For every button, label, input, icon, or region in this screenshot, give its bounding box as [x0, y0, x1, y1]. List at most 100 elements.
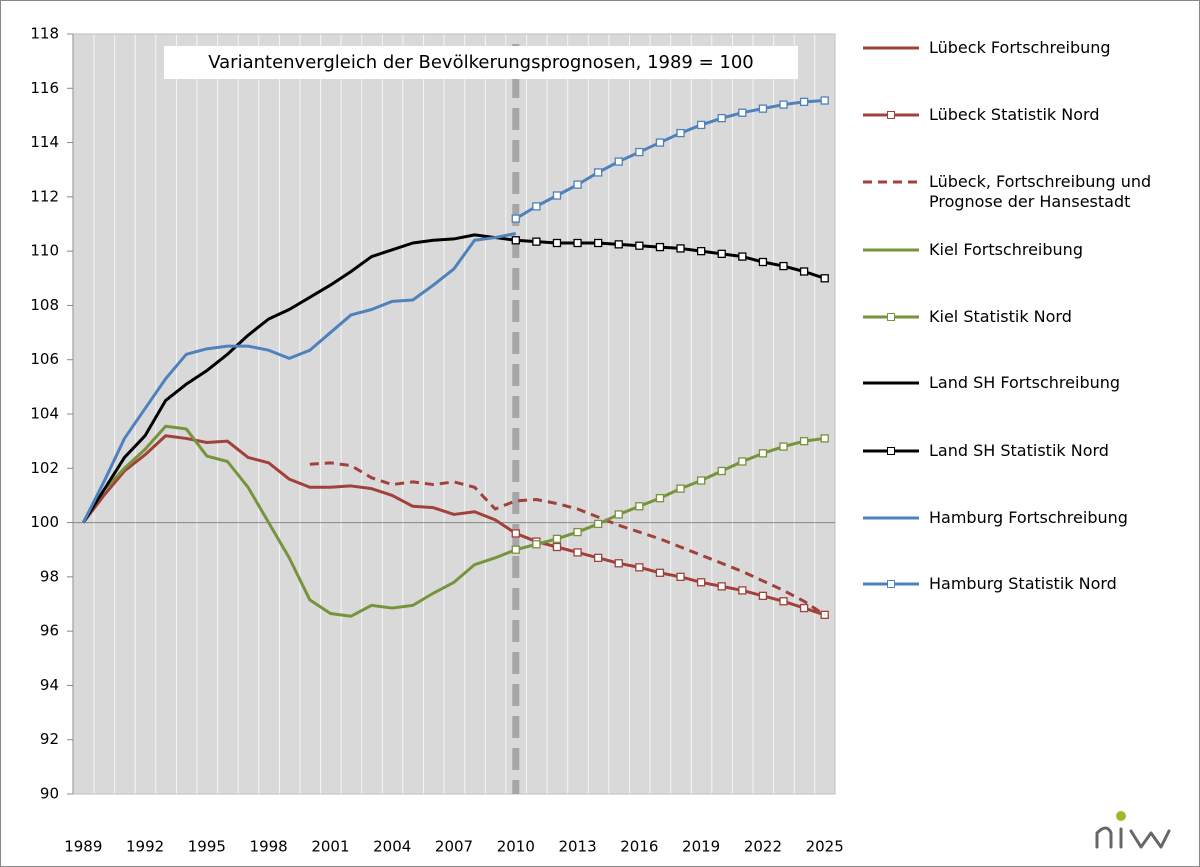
y-tick-label: 112 [30, 187, 59, 205]
y-tick-label: 108 [30, 296, 59, 314]
x-tick-label: 2007 [435, 838, 473, 856]
legend-swatch [863, 381, 919, 385]
marker [758, 591, 768, 601]
marker [573, 527, 582, 537]
legend-swatch [863, 313, 919, 321]
marker [511, 214, 520, 223]
marker [779, 100, 788, 109]
series-line [82, 233, 516, 524]
marker [594, 519, 603, 529]
y-tick-label: 104 [30, 405, 59, 423]
series-line [515, 436, 825, 552]
marker [779, 261, 788, 271]
marker [799, 97, 809, 107]
legend-label: Land SH Statistik Nord [929, 441, 1109, 460]
x-tick-label: 2001 [311, 838, 349, 856]
legend-entry: Lübeck Fortschreibung [859, 38, 1159, 58]
y-tick-label: 96 [40, 622, 59, 640]
y-tick-label: 118 [30, 25, 59, 43]
series-line [81, 232, 517, 524]
legend-swatch [863, 580, 919, 588]
marker [532, 237, 541, 246]
x-tick-label: 2019 [682, 838, 720, 856]
legend-entry: Kiel Statistik Nord [859, 307, 1159, 327]
y-tick-label: 110 [30, 242, 59, 260]
marker [635, 241, 644, 250]
legend-label: Lübeck Fortschreibung [929, 38, 1111, 57]
marker [676, 484, 685, 493]
legend-swatch [863, 180, 919, 184]
marker [696, 246, 706, 256]
marker [614, 559, 623, 568]
x-tick-label: 2010 [497, 838, 535, 856]
y-tick-label: 102 [30, 459, 59, 477]
marker [655, 493, 665, 503]
series-line [515, 532, 826, 617]
marker [779, 597, 788, 606]
title-box [164, 46, 798, 79]
legend-swatch [863, 516, 919, 520]
legend-entry: Land SH Fortschreibung [859, 373, 1159, 393]
marker [614, 157, 623, 166]
legend-label: Hamburg Fortschreibung [929, 508, 1128, 527]
x-tick-label: 2025 [806, 838, 844, 856]
marker [552, 534, 562, 544]
x-tick-label: 1989 [64, 838, 102, 856]
legend-marker [887, 447, 895, 455]
x-tick-label: 1998 [250, 838, 288, 856]
marker [676, 572, 685, 582]
marker [717, 249, 726, 259]
marker [511, 236, 520, 245]
marker [738, 586, 747, 595]
y-tick-label: 90 [40, 785, 59, 803]
y-tick-label: 94 [40, 676, 59, 694]
legend-swatch [863, 447, 919, 455]
chart-title: Variantenvergleich der Bevölkerungsprogn… [208, 52, 754, 73]
legend-entry: Kiel Fortschreibung [859, 240, 1159, 260]
legend-entry: Hamburg Statistik Nord [859, 574, 1159, 594]
marker [511, 545, 520, 554]
marker [676, 244, 685, 253]
series-line [309, 461, 826, 617]
marker [717, 466, 726, 476]
marker [532, 202, 541, 211]
series-line [515, 99, 825, 220]
legend-label: Hamburg Statistik Nord [929, 574, 1117, 593]
marker [820, 96, 829, 105]
marker [738, 108, 747, 117]
legend-swatch [863, 46, 919, 50]
marker [717, 113, 726, 123]
legend-entry: Land SH Statistik Nord [859, 441, 1159, 461]
x-tick-label: 2013 [558, 838, 596, 856]
legend-label: Land SH Fortschreibung [929, 373, 1121, 392]
marker [799, 436, 809, 446]
logo [1095, 811, 1171, 849]
marker [676, 128, 685, 138]
marker [614, 510, 623, 519]
marker [552, 191, 562, 200]
marker [696, 120, 706, 130]
marker [594, 553, 603, 563]
x-tick-label: 2004 [373, 838, 411, 856]
marker [635, 563, 644, 572]
marker [758, 449, 768, 458]
y-tick-label: 114 [30, 133, 59, 151]
legend-swatch [863, 248, 919, 252]
x-tick-label: 2022 [744, 838, 782, 856]
y-tick-label: 106 [30, 350, 59, 368]
plot-area [72, 33, 836, 795]
marker [573, 238, 582, 248]
marker [655, 138, 665, 147]
legend-label: Kiel Fortschreibung [929, 240, 1083, 259]
marker [820, 434, 829, 443]
legend-entry: Lübeck Statistik Nord [859, 105, 1159, 125]
marker [779, 442, 788, 451]
x-tick-label: 1995 [188, 838, 226, 856]
series-line [82, 434, 517, 535]
marker [799, 603, 809, 613]
marker [820, 274, 829, 283]
legend-label: Lübeck, Fortschreibung und Prognose der … [929, 172, 1152, 211]
marker [696, 476, 706, 485]
